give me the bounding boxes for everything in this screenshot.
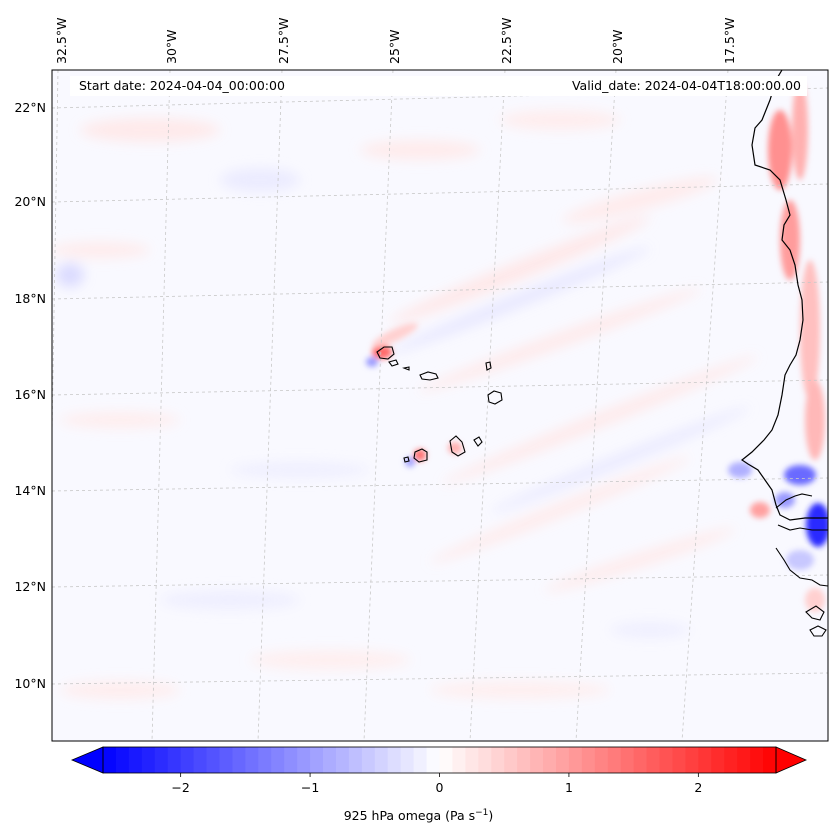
- colorbar-segment: [206, 747, 221, 773]
- colorbar-segment: [439, 747, 454, 773]
- colorbar-segment: [103, 747, 117, 773]
- colorbar-segment: [543, 747, 557, 773]
- start-date-text: Start date: 2024-04-04_00:00:00: [79, 78, 285, 93]
- africa-coastline: [740, 70, 828, 521]
- colorbar-segment: [555, 747, 570, 773]
- colorbar-segment: [750, 747, 764, 773]
- colorbar-tick-label: 1: [564, 780, 573, 795]
- colorbar-extend-high: [775, 746, 808, 774]
- colorbar-segment: [128, 747, 143, 773]
- header-box: [70, 76, 807, 96]
- colorbar-segment: [284, 747, 298, 773]
- colorbar-segment: [685, 747, 699, 773]
- colorbar-segment: [245, 747, 259, 773]
- colorbar-segment: [167, 747, 182, 773]
- valid-date-text: Valid_date: 2024-04-04T18:00:00.00: [571, 78, 801, 93]
- colorbar-segment: [530, 747, 544, 773]
- cape-verde-islands: [376, 346, 503, 463]
- colorbar-segment: [581, 747, 596, 773]
- colorbar-tick-label: −2: [171, 780, 190, 795]
- colorbar-segment: [607, 747, 622, 773]
- colorbar-segment: [310, 747, 324, 773]
- colorbar-segment: [232, 747, 246, 773]
- colorbar-extend-low: [70, 746, 104, 774]
- colorbar-segment: [698, 747, 712, 773]
- omega-field: [52, 70, 828, 741]
- lat-label: 22°N: [14, 100, 46, 115]
- lat-label: 14°N: [14, 483, 46, 498]
- colorbar-segment: [348, 747, 363, 773]
- colorbar-segment: [258, 747, 272, 773]
- colorbar-segment: [491, 747, 505, 773]
- colorbar-segment: [763, 747, 777, 773]
- lon-label: 27.5°W: [276, 17, 291, 64]
- colorbar-segment: [504, 747, 518, 773]
- colorbar-segment: [361, 747, 376, 773]
- lon-label: 30°W: [164, 29, 179, 64]
- colorbar-segment: [335, 747, 350, 773]
- colorbar-segment: [297, 747, 311, 773]
- colorbar-segment: [141, 747, 156, 773]
- colorbar-segment: [646, 747, 661, 773]
- colorbar-segment: [465, 747, 479, 773]
- colorbar-segment: [413, 747, 428, 773]
- colorbar-segment: [737, 747, 751, 773]
- colorbar-segment: [620, 747, 635, 773]
- lat-label: 10°N: [14, 676, 46, 691]
- colorbar-tick-label: 0: [435, 780, 444, 795]
- colorbar-tick-label: 2: [694, 780, 703, 795]
- lat-label: 16°N: [14, 387, 46, 402]
- lon-label: 20°W: [610, 29, 625, 64]
- colorbar-segment: [672, 747, 687, 773]
- colorbar-tick-label: −1: [300, 780, 320, 795]
- colorbar-segment: [387, 747, 402, 773]
- lon-label: 25°W: [387, 29, 402, 64]
- graticule: [52, 70, 828, 741]
- colorbar-segment: [724, 747, 738, 773]
- colorbar-segment: [659, 747, 674, 773]
- gambia-coast: [775, 493, 828, 637]
- colorbar-segment: [374, 747, 389, 773]
- colorbar-segment: [452, 747, 466, 773]
- lat-label: 20°N: [14, 194, 46, 209]
- colorbar-segment: [323, 747, 337, 773]
- colorbar-segment: [633, 747, 648, 773]
- colorbar-segment: [594, 747, 609, 773]
- colorbar-segment: [219, 747, 234, 773]
- colorbar-segment: [193, 747, 208, 773]
- colorbar-segment: [568, 747, 583, 773]
- colorbar-segment: [271, 747, 285, 773]
- colorbar-segment: [115, 747, 130, 773]
- colorbar-segment: [180, 747, 195, 773]
- map-frame: [51, 69, 829, 742]
- lon-label: 32.5°W: [54, 17, 69, 64]
- colorbar-segment: [517, 747, 531, 773]
- colorbar-segment: [711, 747, 725, 773]
- colorbar: [70, 746, 808, 777]
- colorbar-segment: [478, 747, 492, 773]
- colorbar-label: 925 hPa omega (Pa s−1): [343, 808, 494, 824]
- lat-label: 18°N: [14, 291, 46, 306]
- colorbar-segment: [400, 747, 415, 773]
- lat-label: 12°N: [14, 579, 46, 594]
- colorbar-segment: [154, 747, 169, 773]
- lon-label: 17.5°W: [722, 17, 737, 64]
- colorbar-segment: [426, 747, 441, 773]
- lon-label: 22.5°W: [499, 17, 514, 64]
